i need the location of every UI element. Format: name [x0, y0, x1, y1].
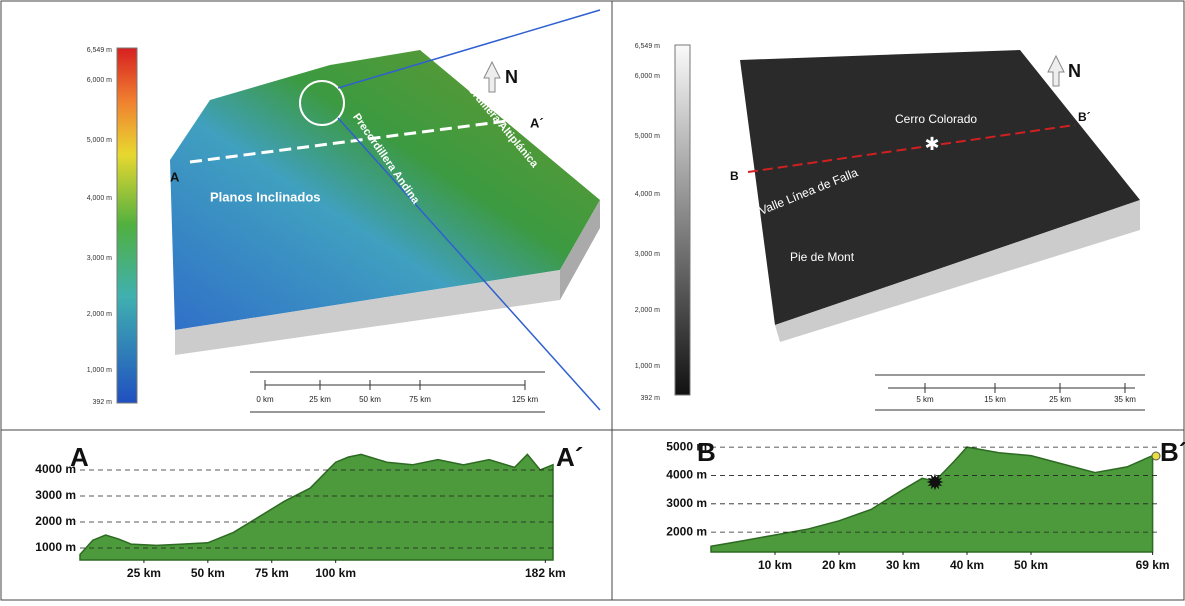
colorbar-label: 1,000 m [87, 367, 112, 374]
x-tick-label: 50 km [191, 566, 225, 580]
y-tick-label: 3000 m [666, 496, 707, 510]
section-label: A´ [530, 115, 544, 130]
north-label: N [505, 67, 518, 87]
y-tick-label: 4000 m [666, 468, 707, 482]
scale-label: 25 km [309, 395, 331, 404]
star: ✱ [924, 134, 939, 154]
scale-label: 35 km [1114, 395, 1136, 404]
north-label: N [1068, 61, 1081, 81]
section-label: B [730, 169, 739, 183]
region-label: Planos Inclinados [210, 189, 321, 204]
colorbar-label: 2,000 m [87, 311, 112, 318]
colorbar-label: 5,000 m [87, 137, 112, 144]
scale-label: 5 km [916, 395, 934, 404]
y-tick-label: 2000 m [35, 514, 76, 528]
x-tick-label: 30 km [886, 558, 920, 572]
x-tick-label: 100 km [315, 566, 356, 580]
section-label: B´ [1160, 437, 1185, 467]
colorbar-label: 1,000 m [635, 363, 660, 370]
scale-label: 50 km [359, 395, 381, 404]
region-label: Cerro Colorado [895, 112, 977, 126]
endpoint-marker [1152, 452, 1160, 460]
y-tick-label: 2000 m [666, 524, 707, 538]
colorbar-label: 4,000 m [87, 195, 112, 202]
section-label: A [70, 442, 89, 472]
colorbar [675, 45, 690, 395]
colorbar-label: 6,000 m [87, 77, 112, 84]
colorbar-label: 2,000 m [635, 307, 660, 314]
colorbar-label: 4,000 m [635, 191, 660, 198]
x-tick-label: 20 km [822, 558, 856, 572]
x-tick-label: 25 km [127, 566, 161, 580]
colorbar-label: 6,000 m [635, 73, 660, 80]
x-tick-label: 69 km [1136, 558, 1170, 572]
colorbar-label: 6,549 m [87, 47, 112, 54]
colorbar-label: 3,000 m [87, 255, 112, 262]
colorbar-label: 3,000 m [635, 251, 660, 258]
figure: 6,549 m 6,000 m 5,000 m 4,000 m 3,000 m 2,000… [0, 0, 1185, 601]
x-tick-label: 10 km [758, 558, 792, 572]
scale-label: 125 km [512, 395, 539, 404]
sun-symbol: ✹ [926, 470, 944, 495]
scale-label: 25 km [1049, 395, 1071, 404]
x-tick-label: 75 km [255, 566, 289, 580]
scale-label: 15 km [984, 395, 1006, 404]
y-tick-label: 1000 m [35, 540, 76, 554]
x-tick-label: 182 km [525, 566, 566, 580]
scale-label: 75 km [409, 395, 431, 404]
colorbar-label: 392 m [641, 395, 661, 402]
section-label: B [697, 437, 716, 467]
colorbar-label: 6,549 m [635, 43, 660, 50]
section-label: A [170, 169, 180, 184]
colorbar [117, 48, 137, 403]
colorbar-label: 5,000 m [635, 133, 660, 140]
section-label: A´ [556, 442, 583, 472]
section-label: B´ [1078, 110, 1091, 124]
region-label: Pie de Mont [790, 250, 855, 264]
x-tick-label: 50 km [1014, 558, 1048, 572]
colorbar-label: 392 m [93, 399, 113, 406]
y-tick-label: 3000 m [35, 488, 76, 502]
scale-label: 0 km [256, 395, 274, 404]
x-tick-label: 40 km [950, 558, 984, 572]
